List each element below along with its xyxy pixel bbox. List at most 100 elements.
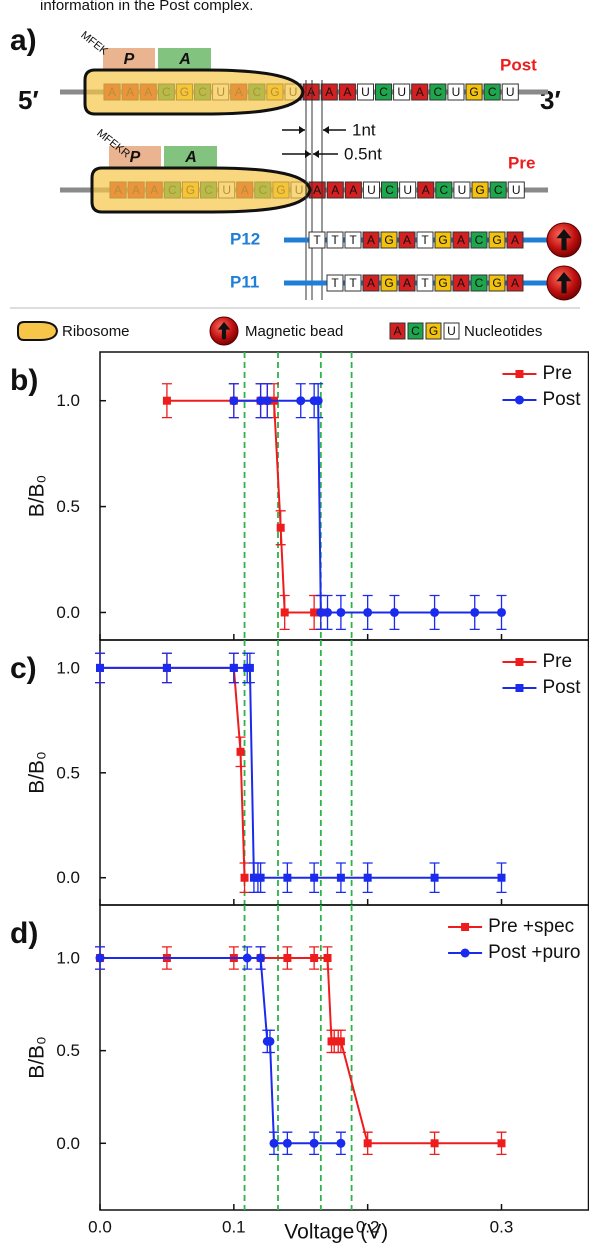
shift-label: 1nt: [352, 120, 376, 139]
legend-swatch-marker: [515, 684, 524, 692]
data-point: [283, 873, 292, 882]
nucleotide-box: [344, 181, 362, 199]
nucleotide-box: [338, 83, 356, 101]
nucleotide-box: [411, 83, 429, 101]
nucleotide-box: [506, 231, 524, 249]
data-point: [497, 873, 506, 882]
nucleotide-letter: U: [361, 85, 370, 99]
nucleotide-letter: G: [438, 276, 447, 290]
bead-arrow: [556, 228, 572, 251]
data-point: [363, 1139, 372, 1148]
x-tick-label: 0.2: [356, 1217, 380, 1236]
panel-label: d): [10, 917, 38, 950]
nucleotide-box: [362, 231, 380, 249]
x-tick-label: 0.1: [222, 1217, 246, 1236]
data-point: [363, 873, 372, 882]
legend-swatch-marker: [515, 658, 524, 666]
caption-fragment: information in the Post complex.: [40, 0, 253, 14]
y-axis-label: B/B₀: [26, 1036, 49, 1079]
nucleotide-letter: C: [475, 276, 484, 290]
nucleotide-box: [344, 274, 362, 292]
data-point: [162, 396, 171, 405]
legend-nucleotide: [443, 322, 460, 340]
nucleotide-letter: U: [512, 183, 521, 197]
y-tick-label: 1.0: [56, 391, 80, 410]
data-point: [162, 663, 171, 672]
nucleotide-box: [483, 83, 501, 101]
data-point: [276, 523, 285, 532]
data-point: [229, 663, 238, 672]
site-label: P: [124, 51, 135, 68]
nucleotide-letter: A: [331, 183, 339, 197]
five-prime: 5′: [18, 85, 39, 115]
nucleotide-letter: U: [506, 85, 515, 99]
data-point: [95, 953, 105, 963]
data-point: [296, 396, 306, 406]
data-point: [236, 747, 245, 756]
nucleotide-box: [416, 231, 434, 249]
data-point: [336, 607, 346, 617]
data-point: [229, 396, 239, 406]
panel-label: a): [10, 24, 37, 57]
data-point: [323, 953, 332, 962]
nucleotide-letter: A: [422, 183, 430, 197]
data-point: [242, 953, 252, 963]
nucleotide-letter: T: [421, 233, 429, 247]
bead-arrow: [556, 271, 572, 294]
nucleotide-box: [501, 83, 519, 101]
data-point: [497, 607, 507, 617]
data-point: [336, 873, 345, 882]
nucleotide-box: [452, 231, 470, 249]
nucleotide-box: [453, 181, 471, 199]
data-point: [249, 873, 258, 882]
y-axis-label: B/B₀: [26, 751, 49, 794]
nucleotide-box: [488, 231, 506, 249]
series-line: [100, 956, 341, 1145]
nucleotide-letter: T: [349, 276, 357, 290]
nucleotide-box: [447, 83, 465, 101]
nucleotide-box: [356, 83, 374, 101]
nucleotide-letter: G: [438, 233, 447, 247]
nucleotide-letter: A: [511, 276, 519, 290]
legend-nucleotide: [389, 322, 406, 340]
legend-label: Post: [542, 389, 581, 410]
nucleotide-letter: C: [494, 183, 503, 197]
nucleotide-letter: G: [492, 233, 501, 247]
nucleotide-box: [380, 231, 398, 249]
data-point: [430, 873, 439, 882]
nucleotide-box: [399, 181, 417, 199]
nucleotide-letter: A: [367, 276, 375, 290]
nucleotide-box: [465, 83, 483, 101]
nucleotide-letter: C: [488, 85, 497, 99]
legend-label: Post +puro: [488, 942, 580, 963]
nucleotide-box: [471, 181, 489, 199]
legend-nucleotide: [425, 322, 442, 340]
nucleotide-box: [488, 274, 506, 292]
nucleotide-letter: U: [397, 85, 406, 99]
a-site: [164, 146, 217, 168]
legend-text: Ribosome: [62, 323, 130, 340]
nucleotide-box: [308, 231, 326, 249]
arrow-head: [313, 150, 319, 158]
data-point: [310, 608, 319, 617]
data-point: [256, 396, 266, 406]
ribosome: [83, 68, 305, 116]
nucleotide-box: [470, 274, 488, 292]
data-point: [323, 607, 333, 617]
nucleotide-box: [326, 181, 344, 199]
legend-swatch-marker: [461, 923, 470, 931]
nucleotide-letter: A: [511, 233, 519, 247]
legend-label: Post: [542, 677, 581, 698]
plot-frame: [99, 351, 589, 641]
legend-nucleotide-letter: A: [393, 324, 401, 338]
nucleotide-letter: C: [475, 233, 484, 247]
ribosome: [90, 166, 312, 214]
data-point: [283, 953, 292, 962]
nucleotide-box: [375, 83, 393, 101]
nucleotide-letter: T: [421, 276, 429, 290]
data-point: [96, 663, 104, 672]
legend-label: Pre +spec: [488, 916, 574, 937]
y-axis-label: B/B₀: [26, 475, 49, 518]
arrow-head: [299, 126, 305, 134]
x-tick-label: 0.3: [490, 1217, 514, 1236]
